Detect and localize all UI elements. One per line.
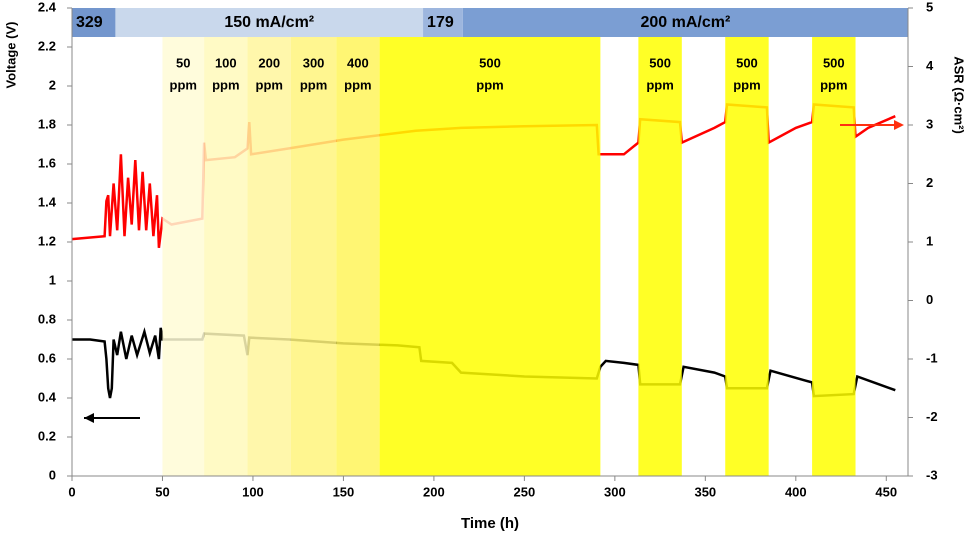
current-band-label: 200 mA/cm²	[641, 14, 731, 31]
y2-tick-label: 5	[926, 0, 933, 14]
region-label: ppm	[476, 77, 503, 92]
y-tick-label: 0.4	[38, 389, 57, 404]
y-tick-label: 1.2	[38, 233, 56, 248]
y2-tick-label: 3	[926, 116, 933, 131]
region-label: ppm	[344, 77, 371, 92]
x-tick-label: 450	[875, 484, 897, 499]
y-tick-label: 0.8	[38, 311, 56, 326]
x-tick-label: 50	[155, 484, 169, 499]
region	[638, 37, 682, 476]
x-tick-label: 100	[242, 484, 264, 499]
x-tick-label: 400	[785, 484, 807, 499]
region-label: 400	[347, 55, 369, 70]
x-tick-label: 250	[514, 484, 536, 499]
y2-axis-title: ASR (Ω·cm²)	[952, 56, 967, 134]
y-tick-label: 2.4	[38, 0, 57, 14]
region-label: 50	[176, 55, 190, 70]
region-label: 100	[215, 55, 237, 70]
y2-tick-label: -2	[926, 409, 938, 424]
region	[247, 37, 291, 476]
region-label: 500	[736, 55, 758, 70]
x-axis-title: Time (h)	[461, 515, 519, 532]
region	[379, 37, 601, 476]
x-tick-label: 0	[68, 484, 75, 499]
region	[204, 37, 248, 476]
y2-tick-label: 2	[926, 175, 933, 190]
current-band	[462, 8, 908, 37]
region-label: ppm	[170, 77, 197, 92]
x-tick-label: 150	[333, 484, 355, 499]
region-label: 500	[823, 55, 845, 70]
y2-tick-label: 4	[926, 58, 934, 73]
region-label: ppm	[256, 77, 283, 92]
y-tick-label: 2.2	[38, 38, 56, 53]
y-tick-label: 1.6	[38, 155, 56, 170]
current-band-label: 150 mA/cm²	[224, 14, 314, 31]
region	[290, 37, 337, 476]
x-tick-label: 200	[423, 484, 445, 499]
region-label: ppm	[212, 77, 239, 92]
region	[812, 37, 856, 476]
current-band	[423, 8, 463, 37]
y-tick-label: 2	[49, 77, 56, 92]
region-label: 200	[258, 55, 280, 70]
current-band-label: 329	[76, 14, 103, 31]
region	[336, 37, 380, 476]
y-tick-label: 1.4	[38, 194, 57, 209]
current-band	[72, 8, 116, 37]
y2-tick-label: -3	[926, 467, 938, 482]
region-label: ppm	[300, 77, 327, 92]
y2-tick-label: -1	[926, 350, 938, 365]
region-label: ppm	[820, 77, 847, 92]
region-label: ppm	[646, 77, 673, 92]
y2-tick-label: 1	[926, 233, 933, 248]
y-tick-label: 0.6	[38, 350, 56, 365]
region	[725, 37, 769, 476]
current-band-label: 179	[427, 14, 454, 31]
y-axis-title: Voltage (V)	[3, 22, 18, 89]
current-band	[115, 8, 424, 37]
y-tick-label: 0.2	[38, 428, 56, 443]
x-tick-label: 300	[604, 484, 626, 499]
y-tick-label: 0	[49, 467, 56, 482]
region-label: 300	[303, 55, 325, 70]
region-label: 500	[479, 55, 501, 70]
voltage-arrow	[84, 413, 140, 423]
region-label: 500	[649, 55, 671, 70]
y-tick-label: 1	[49, 272, 56, 287]
asr-arrow	[840, 120, 904, 130]
region	[162, 37, 205, 476]
y-tick-label: 1.8	[38, 116, 56, 131]
region-label: ppm	[733, 77, 760, 92]
y2-tick-label: 0	[926, 292, 933, 307]
x-tick-label: 350	[694, 484, 716, 499]
